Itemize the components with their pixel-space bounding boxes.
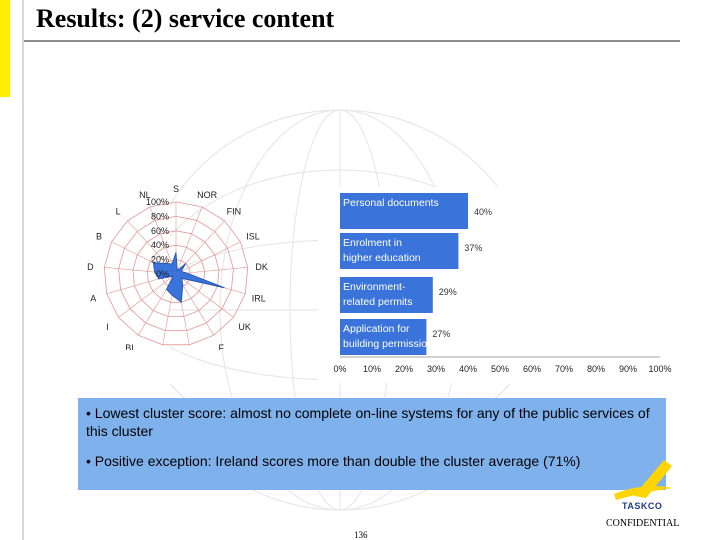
side-line [22,0,24,540]
radar-axis-label: B [96,232,102,242]
bar [340,193,468,229]
radar-chart: SNORFINISLDKIRLUKFPEBLIADBLNL100%80%60%4… [87,184,268,350]
page-title: Results: (2) service content [36,4,335,33]
radar-ring [118,215,234,332]
bar-category-label: related permits [343,296,412,308]
radar-spoke [175,273,234,318]
radar-axis-label: F [219,343,225,350]
radar-series [152,252,225,304]
confidential-label: CONFIDENTIAL [606,518,680,529]
radar-axis-label: L [116,206,121,216]
bar-chart: 0% 10% 20% 30% 40% 50% 60% 70% 80% 90% 100% Persona… [318,187,682,383]
taskco-logo-icon [614,460,672,500]
bullet-lowest-score: • Lowest cluster score: almost no comple… [86,405,650,439]
radar-axis-label: DK [255,262,268,272]
radar-ring [146,244,206,303]
bar [340,233,459,269]
title-rule [24,40,680,42]
radar-spoke [175,267,248,275]
radar-ring [103,201,249,346]
bar-value-label: 29% [439,287,457,297]
bar-category-label: Personal documents [343,197,439,209]
logo-text: TASKCO [622,501,663,511]
radar-ring-label: 100% [146,197,169,207]
bar [340,277,433,313]
radar-axis-label: I [106,322,109,332]
bar-category-label: Environment- [343,281,406,293]
bar-value-label: 40% [474,207,492,217]
callout-box: • Lowest cluster score: almost no comple… [78,398,666,490]
x-tick-label: 0% [333,364,346,374]
radar-spoke [118,273,177,318]
bar-value-label: 27% [432,329,450,339]
bar-category-label: Enrolment in [343,237,402,249]
radar-axis-label: D [87,262,94,272]
radar-axis-label: NL [139,190,151,200]
x-tick-label: 40% [459,364,477,374]
bullet-ireland-exception: • Positive exception: Ireland scores mor… [86,453,581,469]
radar-spoke [175,206,203,275]
accent-bar [0,0,10,97]
x-tick-label: 90% [619,364,637,374]
x-tick-label: 50% [491,364,509,374]
radar-spoke [149,206,177,275]
radar-ring-label: 20% [151,255,169,265]
page-number: 136 [354,530,368,540]
bar-value-label: 37% [464,243,482,253]
x-tick-label: 100% [648,364,671,374]
radar-ring-label: 0% [156,269,169,279]
radar-ring-label: 40% [151,240,169,250]
radar-ring-label: 80% [151,211,169,221]
radar-axis-label: FIN [227,206,242,216]
radar-axis-label: IRL [252,294,266,304]
bar-category-label: Application for [343,323,410,335]
x-tick-label: 60% [523,364,541,374]
radar-axis-label: A [90,294,96,304]
radar-spoke [175,241,241,275]
bar-category-label: building permission [343,338,433,350]
bar [340,319,427,355]
x-tick-label: 70% [555,364,573,374]
x-tick-label: 20% [395,364,413,374]
radar-axis-label: NOR [197,190,218,200]
radar-ring [132,230,220,317]
radar-axis-label: S [173,184,179,194]
radar-axis-label: BL [125,343,136,350]
radar-axis-label: ISL [246,232,260,242]
x-tick-label: 80% [587,364,605,374]
radar-ring-label: 60% [151,226,169,236]
x-tick-label: 10% [363,364,381,374]
bar-category-label: higher education [343,252,421,264]
radar-axis-label: UK [238,322,251,332]
x-tick-label: 30% [427,364,445,374]
